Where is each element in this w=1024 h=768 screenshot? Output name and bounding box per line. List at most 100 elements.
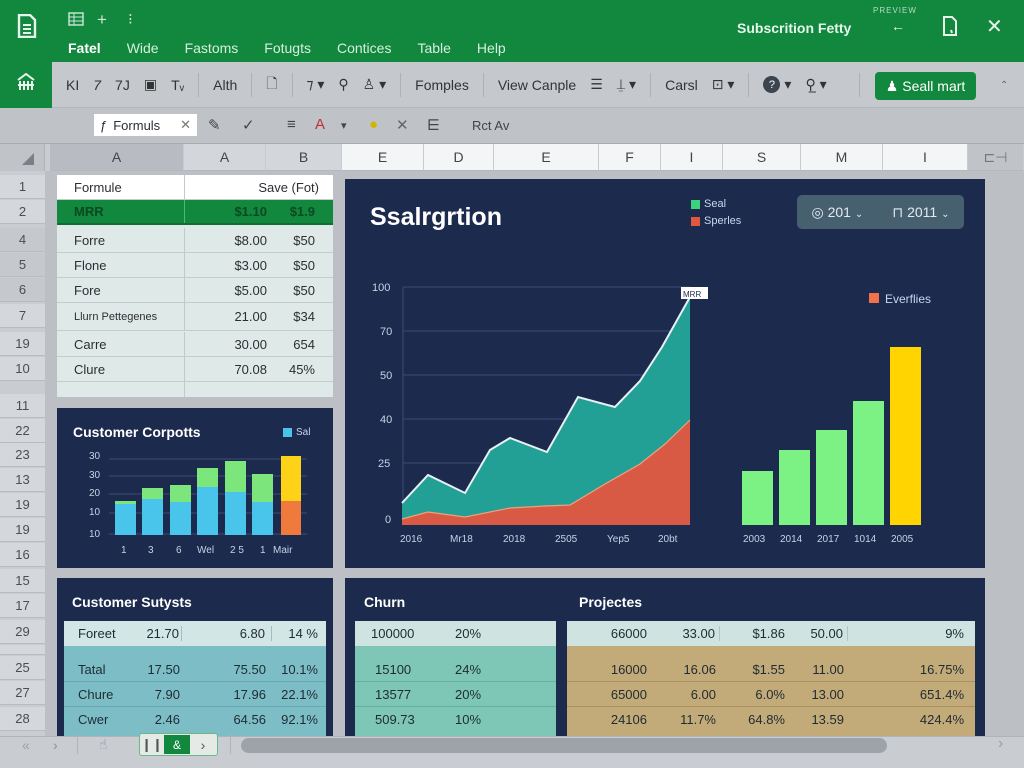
cell[interactable]: 70.08 <box>234 361 267 377</box>
table-row-empty[interactable] <box>57 382 333 397</box>
cell[interactable]: 14 % <box>288 626 318 641</box>
row-header[interactable]: 10 <box>0 357 45 381</box>
cell[interactable]: 6.00 <box>690 686 716 702</box>
row-header[interactable]: 11 <box>0 394 45 418</box>
row-header[interactable]: 1 <box>0 175 45 199</box>
check-icon[interactable]: ✓ <box>242 117 255 134</box>
cell[interactable]: $50 <box>293 282 315 298</box>
menu-item-formulas[interactable]: Fotugts <box>264 40 311 56</box>
row-header[interactable]: 19 <box>0 493 45 517</box>
eyedropper-icon[interactable]: ✎ <box>208 117 221 134</box>
row-header[interactable]: 27 <box>0 681 45 705</box>
pen-tool-icon[interactable]: ⁊ ▾ <box>306 76 325 92</box>
font-color-icon[interactable]: A <box>315 116 326 133</box>
name-box[interactable]: ƒ Formuls ✕ <box>94 114 197 136</box>
row-header[interactable]: 28 <box>0 707 45 731</box>
cell[interactable]: $1.55 <box>752 661 785 677</box>
ribbon-formulas-button[interactable]: Fomples <box>415 76 469 93</box>
menu-item-formats[interactable]: Fastoms <box>184 40 239 56</box>
row-header[interactable] <box>0 645 45 655</box>
cell[interactable]: 22.1% <box>281 686 318 702</box>
row-header[interactable]: 4 <box>0 228 45 252</box>
cell[interactable]: 10.1% <box>281 661 318 677</box>
close-icon[interactable]: ✕ <box>986 16 1003 38</box>
table-row[interactable]: Llurn Pettegenes 21.00 $34 <box>57 303 333 331</box>
cell[interactable]: 11.7% <box>680 712 716 727</box>
table-row[interactable]: 15100 24% <box>355 657 556 682</box>
row-header[interactable]: 19 <box>0 332 45 356</box>
highlight-icon[interactable]: ● <box>369 116 379 133</box>
smart-chart-button[interactable]: ♟ Seall mart <box>875 72 976 100</box>
home-button[interactable] <box>0 62 52 108</box>
stamp-icon[interactable]: ⍊ ▾ <box>616 76 637 92</box>
collapse-ribbon-icon[interactable]: ⌃ <box>1000 80 1009 91</box>
ribbon-bold-button[interactable]: KI <box>66 76 80 93</box>
customer-chart-panel[interactable]: Customer Corpotts Sal 30 30 20 10 10 1 3 6 Wel 2… <box>57 408 333 568</box>
row-header[interactable]: 13 <box>0 468 45 492</box>
menu-item-file[interactable]: Fatel <box>68 40 101 56</box>
table-row[interactable]: Tatal 17.50 75.50 10.1% <box>64 657 326 682</box>
cell[interactable]: 15100 <box>375 661 412 677</box>
cell[interactable]: 20% <box>455 686 482 702</box>
cell[interactable]: 9% <box>945 626 964 641</box>
cell[interactable]: 21.00 <box>234 309 267 324</box>
cell[interactable]: Forre <box>57 228 185 252</box>
cell[interactable]: 6.80 <box>182 626 272 641</box>
scroll-right-icon[interactable]: › <box>998 735 1004 752</box>
next-tab-icon[interactable]: › <box>200 736 206 753</box>
cell[interactable]: Foreet <box>78 626 116 641</box>
ribbon-view-sample-button[interactable]: View Canple <box>497 76 577 93</box>
search-icon[interactable]: ⚲ <box>338 76 349 92</box>
cell[interactable]: 13.00 <box>811 686 844 702</box>
cell[interactable]: 75.50 <box>233 661 266 677</box>
table-row[interactable]: 509.73 10% <box>355 707 556 732</box>
cell[interactable]: 11.00 <box>812 661 844 677</box>
ribbon-underline-button[interactable]: 7J <box>115 76 130 93</box>
row-header[interactable]: 2 <box>0 200 45 224</box>
cell[interactable]: 30.00 <box>234 336 267 352</box>
cell[interactable]: $1.9 <box>289 204 315 219</box>
row-header[interactable]: 15 <box>0 569 45 593</box>
row-header[interactable]: 25 <box>0 656 45 680</box>
cell[interactable]: 24106 <box>610 712 647 727</box>
select-all-corner[interactable] <box>0 144 45 171</box>
cell[interactable]: $50 <box>293 232 315 248</box>
cell[interactable]: 92.1% <box>281 712 318 727</box>
cell[interactable]: 66000 <box>610 626 647 641</box>
cell[interactable]: 654 <box>293 336 315 352</box>
row-header[interactable]: 17 <box>0 594 45 618</box>
file-icon[interactable] <box>942 16 958 41</box>
cell[interactable]: 64.56 <box>233 712 266 727</box>
table-row[interactable]: Fore $5.00 $50 <box>57 278 333 303</box>
wrap-text-icon[interactable]: ⋿ <box>427 117 441 134</box>
main-chart-panel[interactable]: Ssalrgrtion Seal Sperles ◎ 201 ⌄ ⊓ 2011 … <box>345 179 985 568</box>
clear-format-icon[interactable]: ✕ <box>396 117 409 134</box>
cell[interactable]: Fore <box>57 278 185 302</box>
ribbon-text-format-button[interactable]: Tᵥ <box>171 76 185 93</box>
column-header[interactable]: D <box>424 144 494 171</box>
cell[interactable]: 651.4% <box>919 686 964 702</box>
cell[interactable]: $8.00 <box>234 232 267 248</box>
table-row[interactable]: Carre 30.00 654 <box>57 332 333 357</box>
cell[interactable]: $1.86 <box>752 626 785 641</box>
cell[interactable]: 509.73 <box>375 712 415 727</box>
end-year-dropdown[interactable]: ⊓ 2011 ⌄ <box>892 204 949 221</box>
cell[interactable]: 45% <box>288 361 315 377</box>
add-icon[interactable]: + <box>97 10 107 29</box>
column-header[interactable]: F <box>599 144 661 171</box>
cell[interactable]: 10% <box>455 712 482 727</box>
cell[interactable]: 2.46 <box>154 712 180 727</box>
cell[interactable]: 16.06 <box>683 661 716 677</box>
align-icon[interactable]: ≡ <box>287 116 296 133</box>
font-color-dropdown-icon[interactable]: ▾ <box>341 120 347 132</box>
cell[interactable]: 17.50 <box>147 661 180 677</box>
cell[interactable]: 16.75% <box>919 661 964 677</box>
column-header[interactable]: E <box>494 144 599 171</box>
user-icon[interactable]: ⚲̲ ▾ <box>805 76 827 92</box>
table-row[interactable]: 24106 11.7% 64.8% 13.59 424.4% <box>567 707 975 732</box>
row-header[interactable]: 5 <box>0 253 45 277</box>
cell[interactable]: $5.00 <box>234 282 267 298</box>
table-row[interactable]: Chure 7.90 17.96 22.1% <box>64 682 326 707</box>
horizontal-scrollbar[interactable] <box>241 738 887 753</box>
cell[interactable]: Cwer <box>78 712 109 727</box>
